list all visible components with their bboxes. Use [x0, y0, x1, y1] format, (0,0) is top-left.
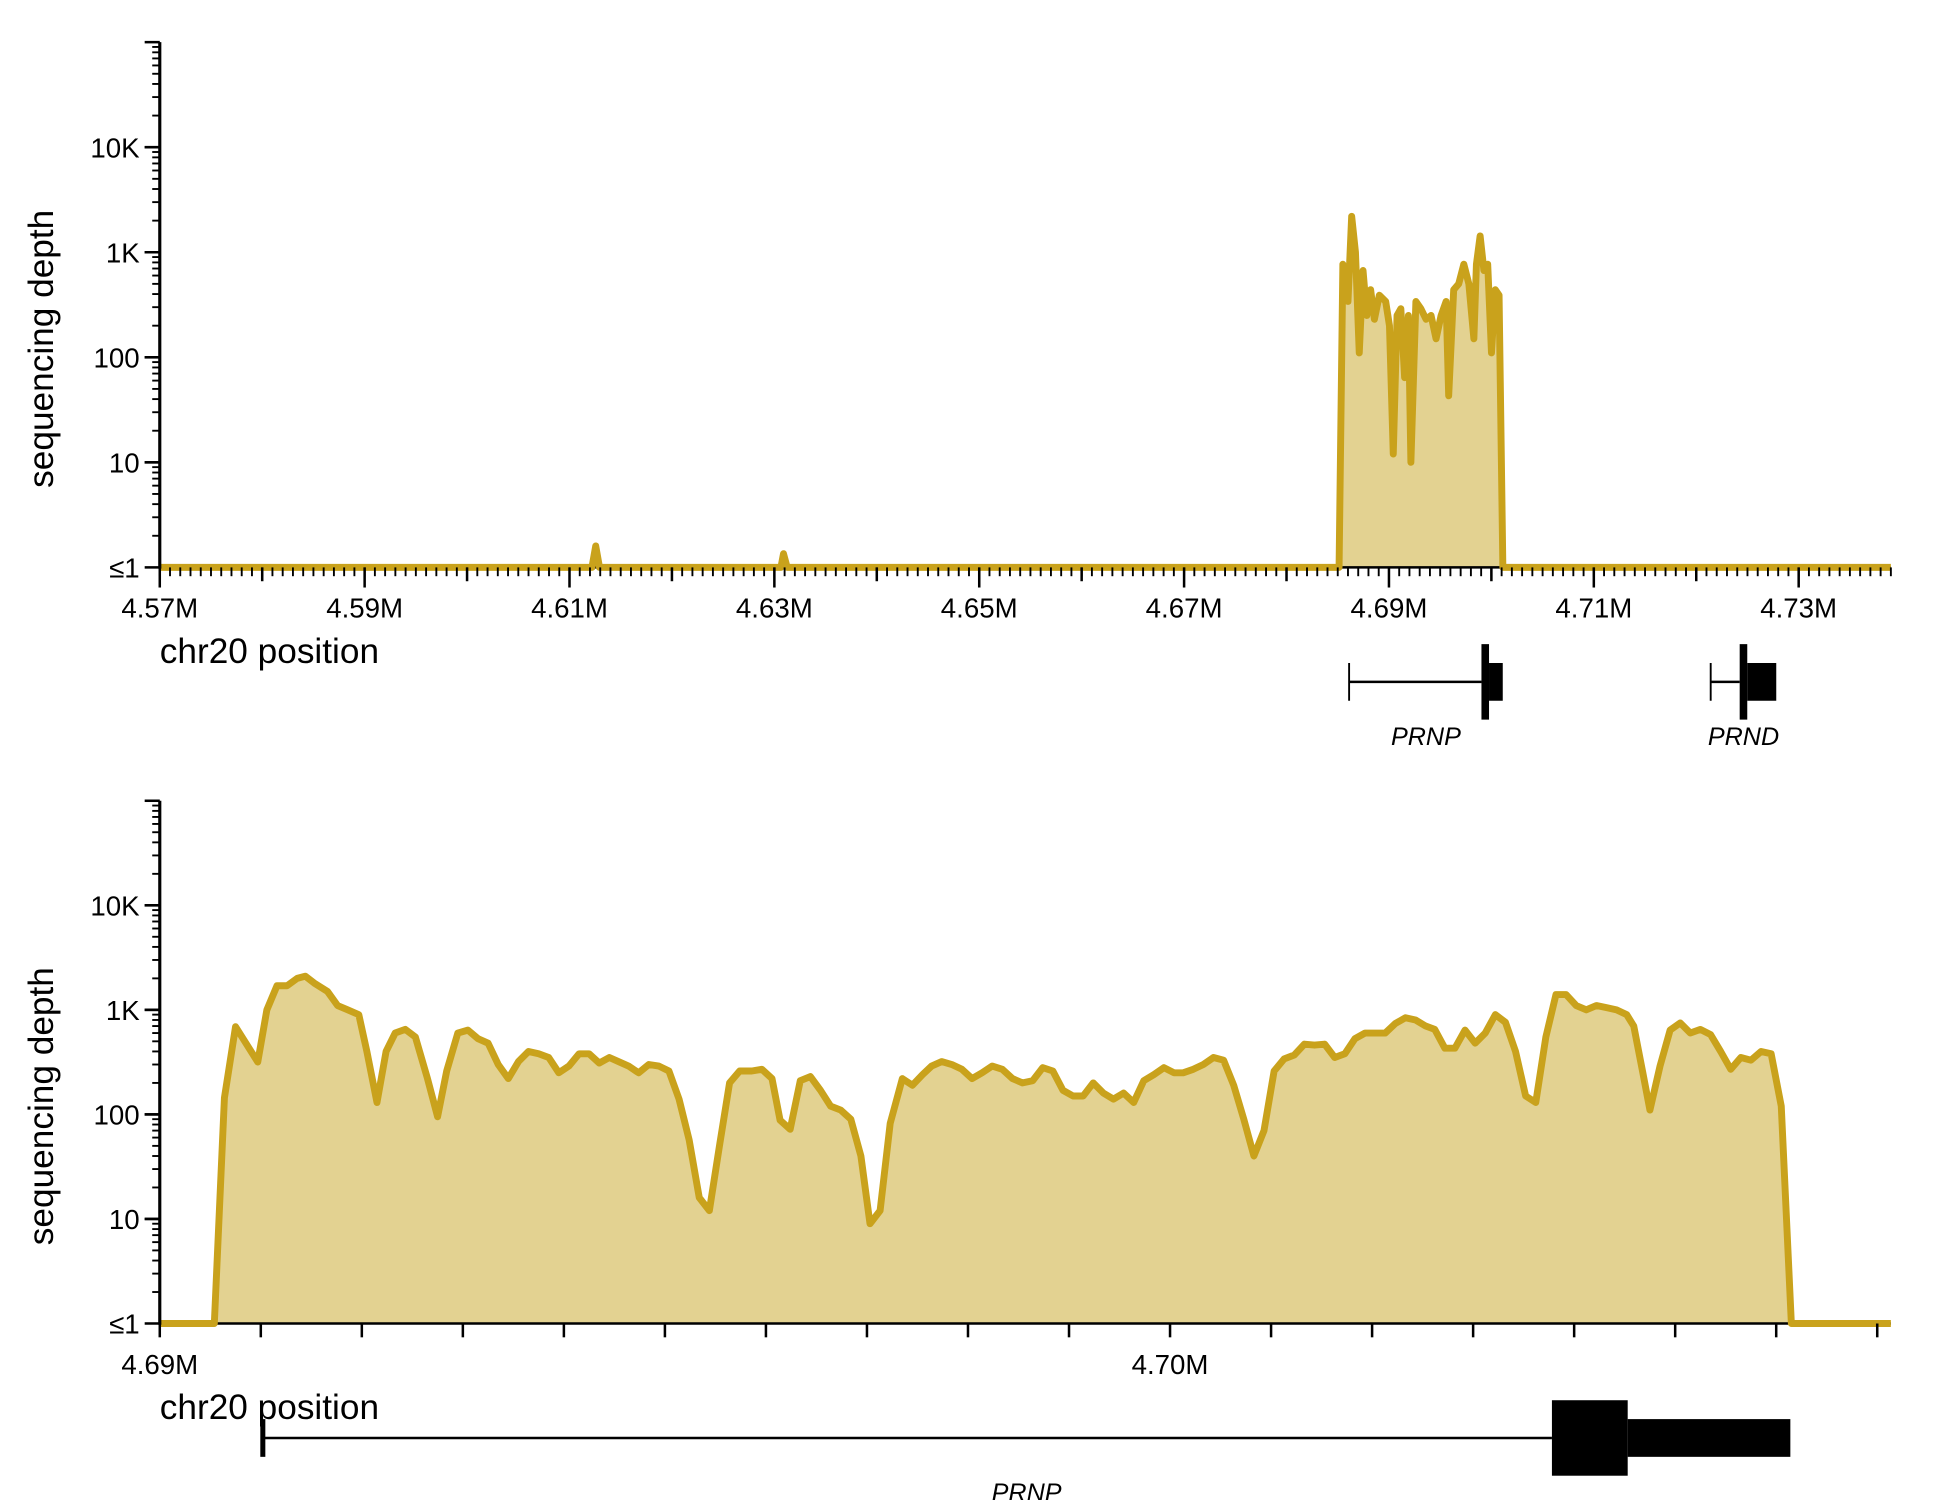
area-fill	[159, 976, 1891, 1324]
gene-utr	[1747, 663, 1777, 701]
x-tick-label: 4.57M	[121, 593, 198, 624]
x-tick-label: 4.61M	[531, 593, 608, 624]
x-axis-label: chr20 position	[160, 1388, 379, 1427]
x-tick-label: 4.63M	[736, 593, 813, 624]
y-tick-label: 1K	[106, 995, 140, 1026]
y-tick-label: 10	[109, 1204, 140, 1235]
y-tick-label: 100	[93, 1099, 139, 1130]
gene-utr	[1489, 663, 1503, 701]
y-tick-label: 1K	[106, 237, 140, 268]
y-tick-label: ≤1	[109, 552, 140, 583]
plot: ≤1 10 100 1K 10K 4.57M 4.59M 4.61M 4.63M 4.65M 4.6…	[22, 40, 1892, 751]
area-fill	[159, 216, 1891, 568]
gene-cds	[1481, 644, 1490, 720]
y-tick-label: 10K	[90, 132, 140, 163]
plot: ≤1 10 100 1K 10K 4.69M 4.70M chr20 position sequ…	[22, 799, 1891, 1505]
x-tick-label: 4.73M	[1760, 593, 1837, 624]
x-tick-label: 4.59M	[326, 593, 403, 624]
y-axis-label: sequencing depth	[22, 967, 61, 1245]
gene-label: PRNP	[992, 1479, 1062, 1500]
gene-label: PRND	[1708, 723, 1779, 751]
x-tick-label: 4.69M	[121, 1349, 198, 1380]
x-axis-label: chr20 position	[160, 632, 379, 671]
y-axis-label: sequencing depth	[22, 210, 61, 488]
y-tick-label: 100	[93, 342, 139, 373]
x-tick-label: 4.71M	[1555, 593, 1632, 624]
x-tick-label: 4.67M	[1146, 593, 1223, 624]
x-tick-label: 4.70M	[1132, 1349, 1209, 1380]
area-line	[159, 212, 1891, 571]
y-tick-label: ≤1	[109, 1309, 140, 1340]
x-tick-label: 4.69M	[1351, 593, 1428, 624]
y-tick-label: 10K	[90, 890, 140, 921]
x-tick-label: 4.65M	[941, 593, 1018, 624]
gene-cds	[1551, 1400, 1628, 1476]
gene-utr	[1627, 1419, 1791, 1457]
gene-label: PRNP	[1391, 723, 1461, 751]
gene-cds	[1739, 644, 1748, 720]
y-tick-label: 10	[109, 447, 140, 478]
area-line	[159, 972, 1891, 1327]
